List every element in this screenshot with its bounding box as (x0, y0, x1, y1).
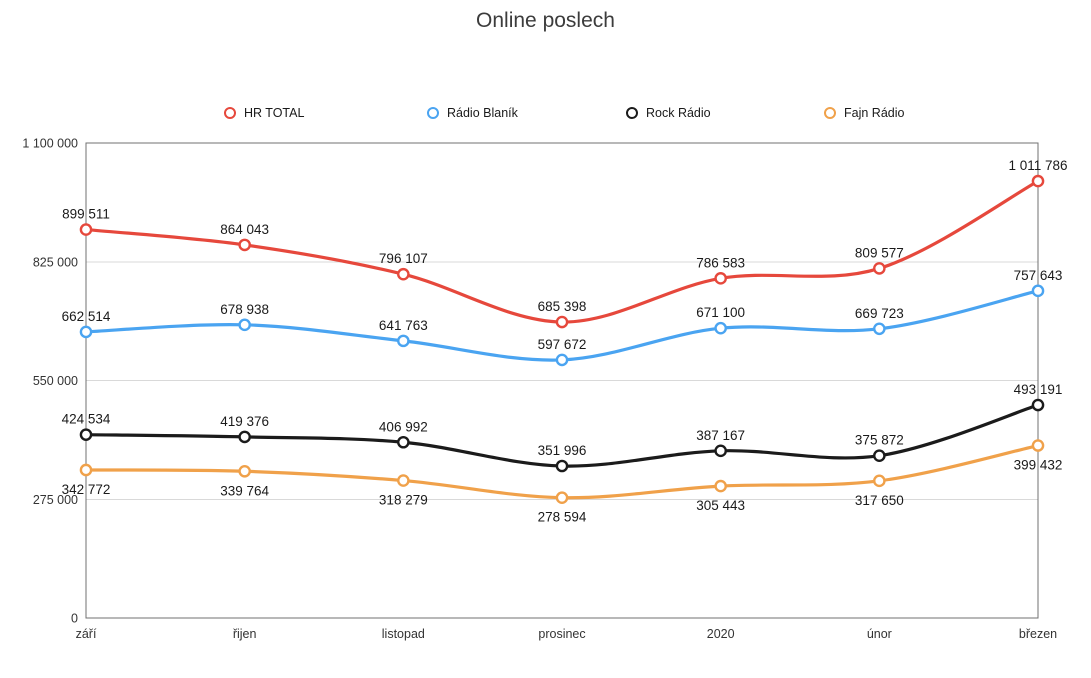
data-point-label-radio-blanik: 669 723 (855, 306, 904, 321)
data-point-radio-blanik (873, 322, 886, 336)
legend-label: HR TOTAL (244, 105, 305, 120)
data-point-label-fajn-radio: 305 443 (696, 498, 745, 513)
data-point-label-hr-total: 1 011 786 (1008, 158, 1067, 173)
data-point-label-hr-total: 899 511 (62, 207, 110, 222)
data-point-hr-total (555, 315, 569, 329)
data-point-label-hr-total: 796 107 (379, 251, 428, 266)
data-point-radio-blanik (555, 353, 569, 367)
legend-circle-icon (626, 106, 638, 119)
data-point-label-rock-radio: 387 167 (696, 428, 745, 443)
data-point-label-radio-blanik: 671 100 (696, 305, 745, 320)
data-point-label-fajn-radio: 278 594 (538, 510, 587, 525)
data-point-label-fajn-radio: 317 650 (855, 493, 904, 508)
x-axis-tick-label: řijen (233, 627, 257, 641)
data-point-label-hr-total: 685 398 (538, 299, 587, 314)
data-point-label-radio-blanik: 641 763 (379, 318, 428, 333)
data-point-fajn-radio (397, 474, 410, 487)
data-point-label-fajn-radio: 318 279 (379, 493, 428, 508)
data-point-label-hr-total: 809 577 (855, 245, 904, 260)
data-point-rock-radio (555, 459, 569, 473)
data-point-label-fajn-radio: 399 432 (1014, 458, 1063, 473)
legend-item-hr-total: HR TOTAL (224, 104, 304, 121)
data-point-label-radio-blanik: 597 672 (538, 337, 587, 352)
data-point-fajn-radio (238, 464, 251, 478)
plot-frame (85, 142, 1039, 619)
data-point-rock-radio (238, 430, 251, 444)
data-point-fajn-radio (1031, 439, 1045, 452)
x-axis-tick-label: prosinec (538, 627, 585, 641)
y-axis-tick-label: 1 100 000 (22, 137, 78, 151)
data-point-rock-radio (397, 435, 410, 449)
data-point-hr-total (873, 262, 886, 275)
x-axis-tick-label: listopad (382, 627, 425, 641)
x-axis-tick-label: září (76, 627, 97, 641)
data-point-label-rock-radio: 351 996 (538, 443, 587, 458)
data-point-rock-radio (1031, 398, 1045, 412)
data-point-label-rock-radio: 419 376 (220, 414, 269, 429)
data-point-rock-radio (714, 444, 727, 458)
y-axis-tick-label: 0 (71, 612, 78, 626)
legend-circle-icon (427, 106, 439, 119)
legend-label: Rock Rádio (646, 105, 711, 120)
data-point-label-fajn-radio: 342 772 (62, 482, 111, 497)
legend-circle-icon (224, 106, 236, 119)
x-axis-tick-label: únor (867, 627, 892, 641)
y-axis-tick-label: 825 000 (33, 255, 78, 269)
data-point-hr-total (714, 272, 727, 285)
legend-circle-icon (824, 106, 836, 119)
data-point-radio-blanik (714, 321, 727, 335)
chart-title: Online poslech (476, 9, 615, 32)
data-point-label-rock-radio: 406 992 (379, 419, 428, 434)
data-point-hr-total (79, 223, 93, 236)
data-point-fajn-radio (79, 463, 93, 477)
data-point-hr-total (1031, 174, 1045, 188)
legend-item-fajn-radio: Fajn Rádio (824, 104, 904, 121)
data-point-rock-radio (79, 428, 93, 441)
legend-label: Rádio Blaník (447, 105, 518, 120)
legend-label: Fajn Rádio (844, 105, 905, 120)
legend-item-radio-blanik: Rádio Blaník (427, 104, 518, 121)
data-point-label-rock-radio: 424 534 (62, 412, 111, 427)
data-point-hr-total (397, 267, 410, 281)
data-point-fajn-radio (555, 491, 569, 504)
data-point-radio-blanik (238, 318, 251, 332)
data-point-hr-total (238, 238, 251, 252)
data-point-fajn-radio (873, 474, 886, 488)
data-point-label-hr-total: 864 043 (220, 222, 269, 237)
data-point-label-radio-blanik: 757 643 (1014, 268, 1063, 283)
data-point-radio-blanik (79, 325, 93, 339)
y-axis-tick-label: 550 000 (33, 374, 78, 388)
data-point-label-radio-blanik: 678 938 (220, 302, 269, 317)
data-point-label-radio-blanik: 662 514 (62, 309, 111, 324)
y-axis-tick-label: 275 000 (33, 493, 78, 507)
data-point-radio-blanik (1031, 284, 1045, 298)
data-point-fajn-radio (714, 479, 727, 493)
data-point-label-hr-total: 786 583 (696, 255, 745, 270)
data-point-rock-radio (873, 449, 886, 462)
data-point-label-rock-radio: 375 872 (855, 433, 904, 448)
data-point-label-fajn-radio: 339 764 (220, 483, 269, 498)
data-point-label-rock-radio: 493 191 (1014, 382, 1063, 397)
data-point-radio-blanik (397, 334, 410, 348)
x-axis-tick-label: 2020 (707, 627, 735, 641)
legend-item-rock-radio: Rock Rádio (626, 104, 711, 121)
x-axis-tick-label: březen (1019, 627, 1057, 641)
